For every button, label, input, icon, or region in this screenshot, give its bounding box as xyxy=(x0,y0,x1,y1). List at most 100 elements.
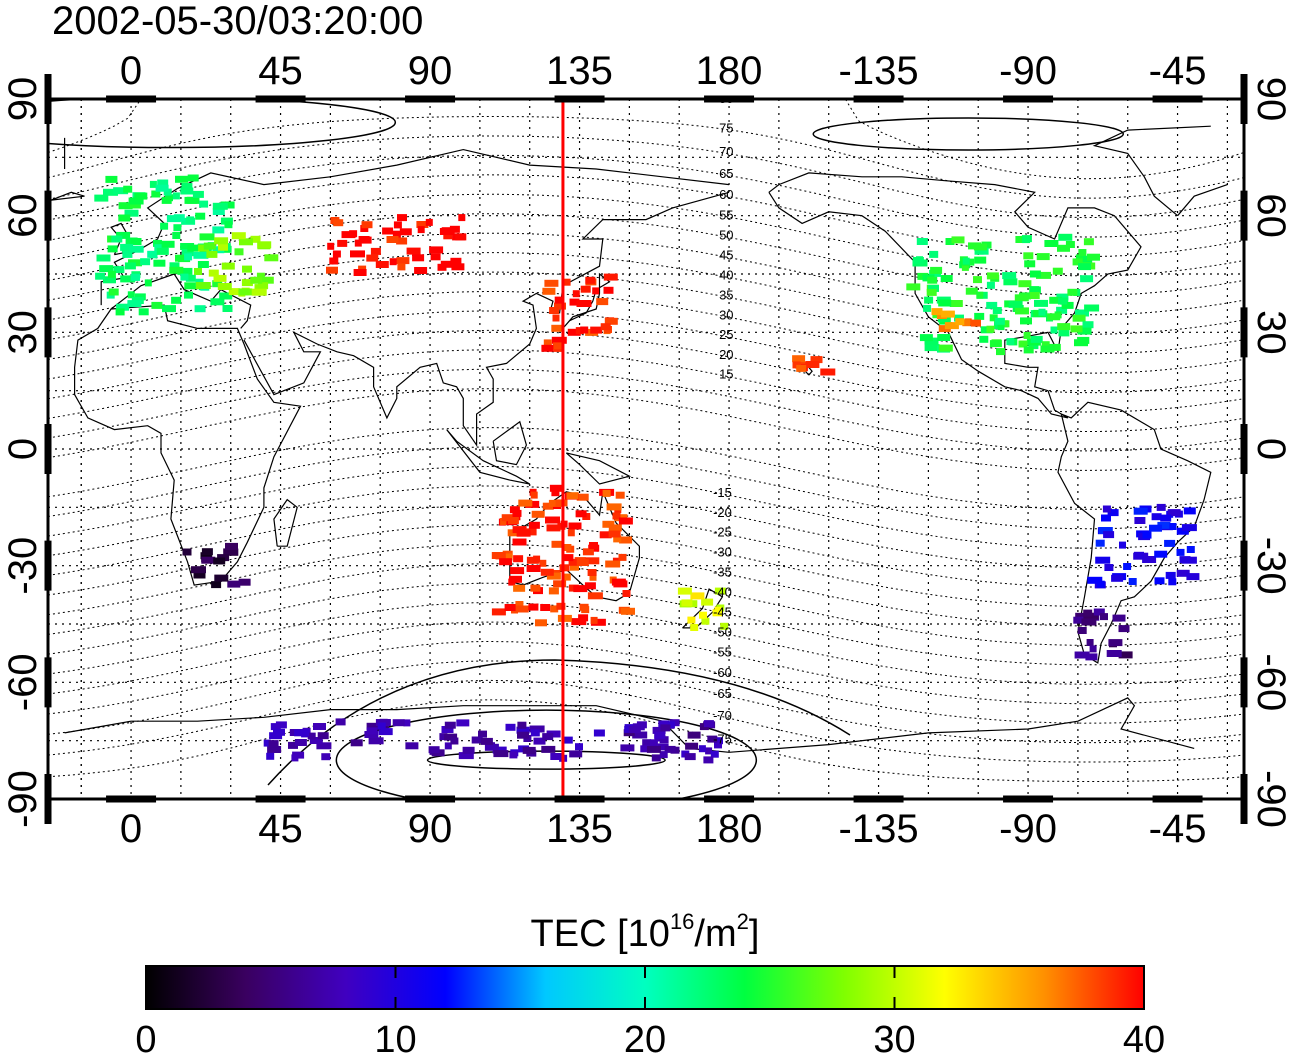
tec-cell xyxy=(687,616,696,624)
tec-cell xyxy=(1067,288,1078,296)
tec-cell xyxy=(562,736,573,744)
tec-cell xyxy=(940,310,955,318)
tec-cell xyxy=(657,743,669,751)
bottom-longitude-labels: 0 45 90 135 180 -135 -90 -45 xyxy=(120,807,1207,851)
tec-cell xyxy=(1022,236,1031,244)
tec-cell xyxy=(1050,326,1058,334)
tec-cell xyxy=(444,742,452,750)
tec-cell xyxy=(335,718,346,726)
tec-cell xyxy=(649,739,658,747)
tec-cell xyxy=(443,232,453,240)
tec-cell xyxy=(1111,574,1124,582)
coastline xyxy=(565,452,632,485)
tec-cell xyxy=(593,729,605,737)
tec-cell xyxy=(542,733,554,741)
tec-cell xyxy=(1083,609,1093,617)
tec-cell xyxy=(973,276,982,284)
contour-line xyxy=(48,524,1244,607)
tec-cell xyxy=(195,282,211,289)
tec-cell xyxy=(321,753,331,761)
tec-cell xyxy=(710,750,719,758)
contour-line xyxy=(48,504,1244,588)
tec-cell xyxy=(370,247,381,255)
bottom-lon-label: 135 xyxy=(546,807,613,851)
tec-cell xyxy=(1023,332,1031,339)
tec-cell xyxy=(923,304,932,312)
magnetic-latitude-contours xyxy=(48,99,1244,799)
tec-cell xyxy=(529,725,545,733)
tec-cell xyxy=(1093,608,1105,616)
tec-cell xyxy=(1081,618,1097,626)
tec-cell xyxy=(1023,252,1034,260)
top-lon-label: 45 xyxy=(258,49,303,93)
tec-cell xyxy=(191,566,206,574)
tec-cell xyxy=(518,499,533,507)
tec-cell xyxy=(96,254,111,262)
tec-cell xyxy=(976,291,984,299)
top-lon-label: -90 xyxy=(999,49,1057,93)
tec-cell xyxy=(542,502,554,510)
tec-cell xyxy=(1075,254,1083,262)
tec-cell xyxy=(505,723,516,731)
tec-cell xyxy=(1052,267,1063,275)
contour-line xyxy=(48,660,1244,744)
tec-cell xyxy=(699,611,707,619)
tec-cell xyxy=(530,584,541,592)
tec-cell xyxy=(294,729,310,737)
tec-cell xyxy=(171,296,182,304)
tec-cell xyxy=(218,243,228,251)
tec-cell xyxy=(491,552,506,559)
contour-label: 20 xyxy=(719,347,733,362)
tec-cell xyxy=(603,286,614,294)
tec-cell xyxy=(584,582,596,590)
tec-cell xyxy=(221,262,235,270)
tec-cell xyxy=(613,580,628,588)
tec-cell xyxy=(546,572,561,580)
tec-observation-cells xyxy=(94,174,1200,764)
tec-cell xyxy=(512,526,527,534)
tec-cell xyxy=(212,226,225,234)
tec-cell xyxy=(181,183,193,190)
tec-cell xyxy=(965,287,978,295)
tec-cell xyxy=(986,281,995,289)
tec-cell xyxy=(1075,309,1089,317)
tec-cell xyxy=(1134,517,1146,524)
tec-cell xyxy=(951,236,965,244)
tec-cell xyxy=(613,535,622,543)
tec-cell xyxy=(549,484,562,492)
contour-line xyxy=(48,543,1244,627)
tec-cell xyxy=(580,326,589,334)
tec-cell xyxy=(1075,612,1089,620)
left-lat-label: -90 xyxy=(1,770,45,828)
tec-cell xyxy=(123,185,133,193)
tec-cell xyxy=(95,272,106,280)
tec-cell xyxy=(1102,505,1111,513)
tec-cell xyxy=(309,737,323,744)
tec-cell xyxy=(1086,639,1094,646)
contour-label: 25 xyxy=(719,327,733,342)
tec-cell xyxy=(996,348,1005,356)
tec-cell xyxy=(1167,509,1181,517)
tec-cell xyxy=(1106,650,1122,657)
tec-cell xyxy=(241,279,253,287)
left-lat-label: 60 xyxy=(1,193,45,238)
tec-cell xyxy=(212,208,225,215)
right-lat-label: 30 xyxy=(1249,310,1292,355)
tec-cell xyxy=(929,250,939,258)
tec-cell xyxy=(701,617,710,625)
tec-cell xyxy=(1083,238,1094,246)
tec-cell xyxy=(553,342,564,350)
tec-cell xyxy=(1040,345,1055,353)
tec-cell xyxy=(225,542,238,550)
tec-cell xyxy=(1181,524,1197,532)
tec-cell xyxy=(456,719,470,727)
tec-cell xyxy=(569,750,583,758)
coastline xyxy=(63,125,1228,217)
tec-cell xyxy=(1168,578,1177,586)
tec-cell xyxy=(429,246,444,254)
contour-label: -25 xyxy=(713,525,732,540)
tec-cell xyxy=(581,606,590,614)
tec-cell xyxy=(375,261,389,268)
tec-cell xyxy=(1101,514,1111,522)
